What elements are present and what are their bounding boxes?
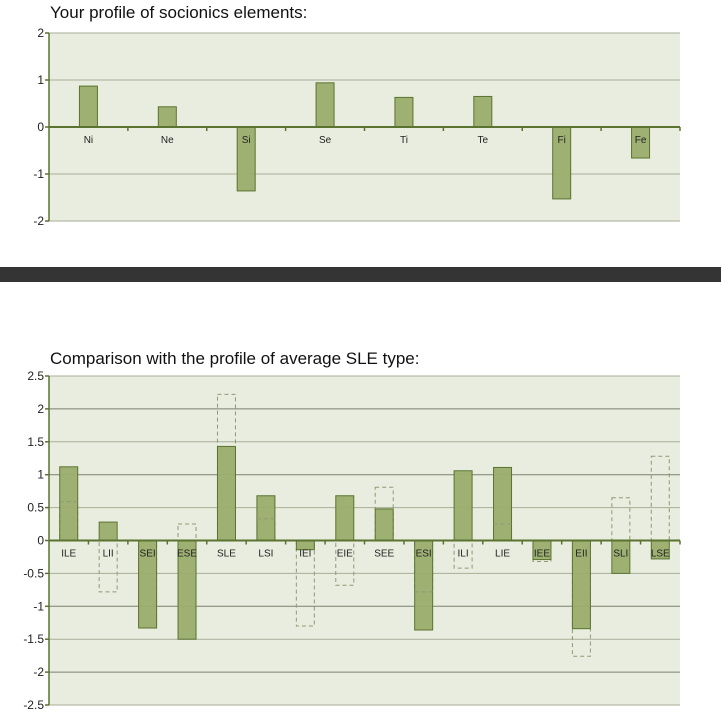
x-tick-label: ESI — [416, 549, 432, 560]
value-bar — [216, 445, 236, 542]
y-tick-label: -1.5 — [23, 632, 44, 646]
x-tick-label: SLI — [613, 549, 628, 560]
y-tick-label: 2 — [37, 26, 44, 40]
x-tick-label: ILE — [61, 549, 76, 560]
x-tick-label: IEI — [299, 549, 311, 560]
section-divider — [0, 267, 721, 282]
y-tick-label: 0.5 — [27, 501, 44, 515]
x-tick-label: LSE — [651, 549, 670, 560]
x-tick-label: ILI — [458, 549, 469, 560]
x-tick-label: ESE — [177, 549, 197, 560]
elements-bar-chart: -2 -1 0 1 2 Ni Ne Si Se Ti Te Fi Fe — [33, 26, 681, 228]
y-tick-label: -0.5 — [23, 566, 44, 580]
x-tick-label: LII — [103, 549, 114, 560]
y-tick-label: 2 — [37, 402, 44, 416]
value-bar — [59, 466, 79, 541]
y-tick-label: 1.5 — [27, 435, 44, 449]
y-tick-label: -1 — [33, 167, 44, 181]
y-tick-label: 1 — [37, 468, 44, 482]
x-tick-label: EIE — [337, 549, 353, 560]
x-tick-label: SEI — [140, 549, 156, 560]
chart-title-elements: Your profile of socionics elements: — [50, 3, 308, 22]
x-tick-label: Ne — [161, 135, 174, 146]
average-bar — [611, 497, 631, 542]
x-tick-label: Ti — [400, 135, 408, 146]
value-bar — [453, 470, 473, 542]
y-tick-label: 1 — [37, 73, 44, 87]
x-tick-label: Fe — [635, 135, 647, 146]
y-tick-label: 2.5 — [27, 369, 44, 383]
x-tick-label: Se — [319, 135, 332, 146]
x-tick-label: Si — [242, 135, 251, 146]
y-tick-label: -2 — [33, 665, 44, 679]
x-tick-label: Fi — [558, 135, 566, 146]
y-tick-label: 0 — [37, 534, 44, 548]
x-tick-label: Ni — [84, 135, 93, 146]
y-tick-label: -2 — [33, 214, 44, 228]
x-tick-label: EII — [575, 549, 587, 560]
x-tick-label: IEE — [534, 549, 550, 560]
value-bar — [374, 508, 394, 541]
x-tick-label: SLE — [217, 549, 236, 560]
value-bar — [335, 495, 355, 542]
value-bar — [493, 466, 513, 542]
x-tick-label: LIE — [495, 549, 510, 560]
x-tick-label: Te — [478, 135, 489, 146]
value-bar — [256, 495, 276, 542]
y-tick-label: 0 — [37, 120, 44, 134]
chart-title-comparison: Comparison with the profile of average S… — [50, 349, 420, 368]
y-tick-label: -2.5 — [23, 698, 44, 711]
value-bar — [98, 521, 118, 541]
x-tick-label: LSI — [258, 549, 273, 560]
average-bar — [650, 455, 670, 541]
x-tick-label: SEE — [374, 549, 394, 560]
y-tick-label: -1 — [33, 599, 44, 613]
